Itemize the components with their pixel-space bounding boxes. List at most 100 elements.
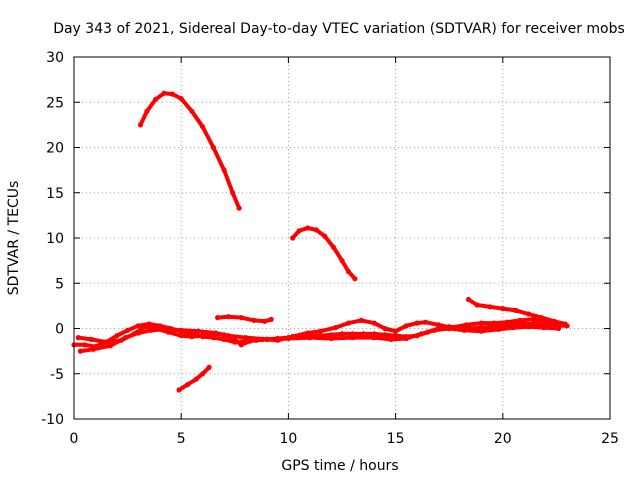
- data-point: [161, 326, 167, 332]
- data-point: [75, 335, 81, 341]
- data-point: [431, 327, 437, 333]
- data-point: [125, 327, 131, 333]
- data-point: [238, 315, 244, 321]
- data-point: [510, 325, 517, 331]
- x-tick-label: 25: [601, 431, 619, 447]
- data-point: [215, 315, 221, 321]
- y-tick-label: 25: [46, 95, 64, 111]
- data-point: [178, 327, 184, 333]
- series-arc-plus-1: [215, 314, 274, 324]
- data-point: [382, 325, 388, 332]
- series-band-third: [77, 324, 562, 354]
- y-tick-label: 30: [46, 50, 64, 66]
- series-arc-high-1: [137, 90, 242, 211]
- data-point: [242, 335, 249, 341]
- data-point: [350, 331, 356, 337]
- data-point: [221, 336, 227, 342]
- data-point: [461, 327, 467, 333]
- data-point: [339, 331, 345, 337]
- data-point: [463, 322, 469, 328]
- y-tick-label: 5: [55, 276, 64, 292]
- data-point: [262, 318, 268, 324]
- data-point: [268, 316, 274, 322]
- data-point: [210, 335, 216, 341]
- data-point: [504, 319, 510, 325]
- grid: [74, 57, 610, 419]
- series-arc-low-neg: [176, 364, 212, 393]
- data-point: [555, 320, 562, 326]
- x-tick-label: 10: [279, 431, 297, 447]
- data-point: [77, 348, 83, 354]
- data-point: [371, 320, 377, 326]
- y-axis-label: SDTVAR / TECUs: [6, 181, 22, 296]
- data-point: [414, 320, 420, 326]
- data-point: [285, 335, 291, 342]
- data-point: [513, 307, 519, 313]
- data-point: [495, 326, 502, 332]
- data-point: [185, 382, 191, 388]
- data-point: [290, 235, 296, 241]
- data-point: [107, 343, 113, 349]
- data-point: [82, 342, 88, 348]
- series-arc-mid-1: [290, 225, 358, 282]
- y-tick-label: 15: [46, 186, 64, 202]
- data-point: [195, 328, 201, 334]
- data-point: [403, 335, 409, 342]
- data-point: [478, 325, 484, 331]
- data-point: [200, 124, 206, 130]
- data-point: [358, 317, 364, 323]
- data-point: [487, 304, 493, 310]
- x-tick-label: 15: [387, 431, 405, 447]
- data-point: [305, 330, 311, 336]
- data-point: [114, 333, 120, 339]
- y-tick-label: -5: [50, 367, 64, 383]
- data-point: [137, 122, 144, 128]
- data-point: [148, 327, 154, 333]
- data-point: [225, 314, 231, 320]
- data-point: [238, 342, 244, 348]
- data-point: [393, 333, 399, 339]
- data-point: [103, 339, 109, 345]
- data-point: [210, 144, 216, 151]
- data-point: [313, 227, 319, 233]
- data-point: [307, 335, 313, 341]
- chart-title: Day 343 of 2021, Sidereal Day-to-day VTE…: [53, 21, 625, 37]
- data-point: [90, 346, 96, 352]
- data-point: [135, 330, 141, 336]
- data-point: [388, 336, 394, 342]
- data-point: [540, 325, 547, 331]
- data-point: [371, 335, 377, 341]
- data-point: [200, 333, 206, 339]
- y-tick-label: 10: [46, 231, 64, 247]
- x-axis-label: GPS time / hours: [281, 458, 398, 474]
- data-point: [176, 387, 182, 393]
- data-point: [189, 108, 195, 114]
- data-point: [189, 334, 195, 340]
- data-point: [345, 268, 351, 275]
- data-point: [350, 335, 356, 341]
- data-series: [71, 90, 570, 393]
- data-point: [296, 228, 302, 234]
- data-point: [500, 306, 506, 312]
- data-point: [264, 336, 270, 342]
- y-tick-labels: -10 -5 0 5 10 15 20 25 30: [41, 50, 64, 428]
- data-point: [333, 325, 339, 331]
- data-point: [152, 96, 159, 103]
- data-point: [322, 233, 328, 239]
- data-point: [382, 332, 388, 338]
- data-point: [418, 331, 424, 337]
- data-point: [525, 311, 532, 317]
- data-point: [491, 320, 497, 326]
- data-point: [423, 319, 429, 325]
- data-point: [193, 376, 199, 382]
- data-point: [360, 331, 366, 337]
- data-point: [435, 322, 442, 328]
- data-point: [403, 323, 409, 329]
- data-point: [328, 335, 334, 342]
- data-point: [371, 331, 377, 337]
- data-point: [328, 332, 334, 338]
- data-point: [135, 323, 141, 329]
- x-tick-label: 20: [494, 431, 512, 447]
- data-point: [530, 316, 536, 322]
